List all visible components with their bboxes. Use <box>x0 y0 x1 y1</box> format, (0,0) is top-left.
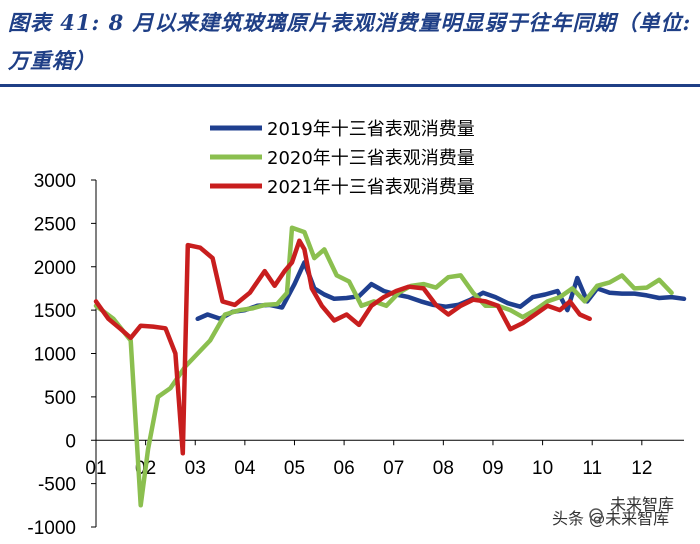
x-tick-label: 06 <box>334 458 355 479</box>
y-tick-label: 2000 <box>34 258 76 279</box>
x-tick-label: 04 <box>234 458 256 479</box>
legend-label-1: 2020年十三省表观消费量 <box>267 148 475 169</box>
chart-title: 图表 41: 8 月以来建筑玻璃原片表观消费量明显弱于往年同期（单位: 万重箱） <box>8 10 692 73</box>
watermark-left-text: 头条 @未来智库 <box>552 509 669 528</box>
y-tick-label: -500 <box>38 475 76 496</box>
y-tick-label: 3000 <box>34 171 76 192</box>
legend-label-0: 2019年十三省表观消费量 <box>267 119 475 140</box>
x-tick-label: 08 <box>433 458 454 479</box>
legend-label-2: 2021年十三省表观消费量 <box>267 177 475 198</box>
watermark-logo: 未来智库 <box>589 495 674 522</box>
title-divider <box>0 84 700 87</box>
x-tick-label: 07 <box>383 458 404 479</box>
y-tick-label: 1500 <box>34 301 76 322</box>
chart-axes <box>91 179 684 528</box>
series-lines <box>93 225 687 508</box>
x-tick-label: 05 <box>284 458 305 479</box>
x-tick-label: 11 <box>582 458 602 479</box>
x-tick-label: 10 <box>532 458 553 479</box>
watermark: 头条 @未来智库 未来智库 <box>552 495 674 528</box>
series-line-1 <box>93 225 674 508</box>
y-tick-label: 2500 <box>34 214 76 235</box>
legend: 2019年十三省表观消费量 2020年十三省表观消费量 2021年十三省表观消费量 <box>210 119 475 198</box>
y-tick-label: 0 <box>65 431 76 452</box>
watermark-logo-icon <box>589 508 603 522</box>
x-tick-label: 12 <box>631 458 652 479</box>
x-tick-label: 01 <box>85 458 106 479</box>
series-line-2 <box>93 238 592 456</box>
y-tick-label: 1000 <box>34 345 76 366</box>
watermark-right-text: 未来智库 <box>610 495 674 514</box>
y-tick-label: -1000 <box>27 518 76 539</box>
x-tick-label: 03 <box>185 458 206 479</box>
y-tick-label: 500 <box>44 388 76 409</box>
x-tick-label: 09 <box>482 458 503 479</box>
